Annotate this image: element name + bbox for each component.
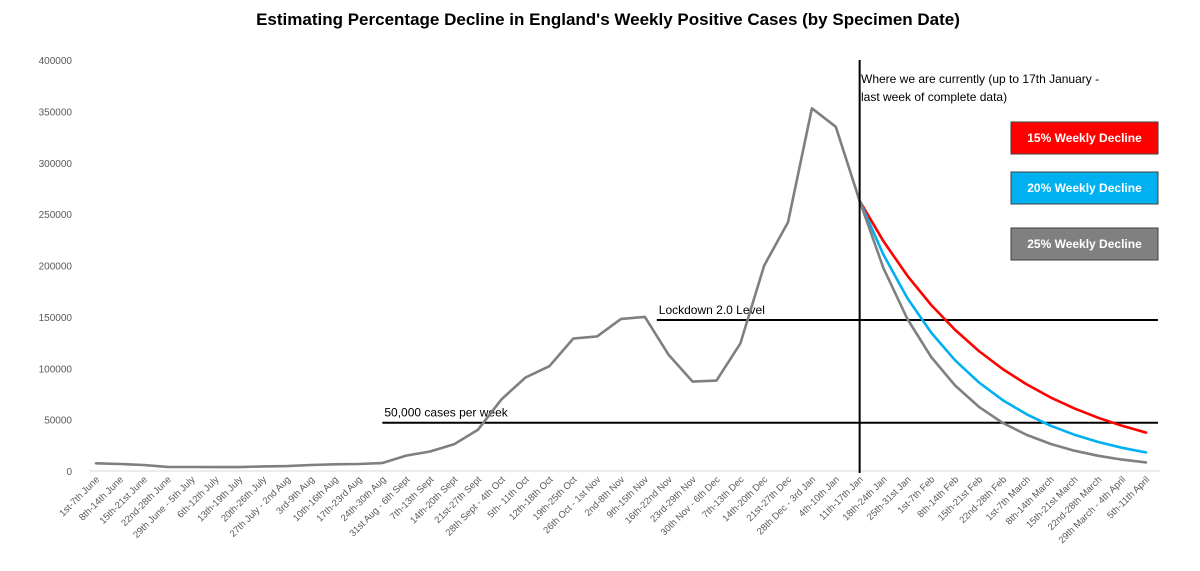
marker-label-line-1: Where we are currently (up to 17th Janua… bbox=[861, 72, 1099, 86]
legend-label: 25% Weekly Decline bbox=[1027, 237, 1142, 251]
reference-lines: Lockdown 2.0 Level 50,000 cases per week bbox=[382, 303, 1158, 424]
series-line bbox=[858, 199, 1148, 454]
y-tick-label: 350000 bbox=[39, 107, 73, 118]
legend-swatch bbox=[1010, 171, 1159, 205]
legend-swatch bbox=[1010, 227, 1159, 261]
series-line bbox=[858, 199, 1148, 464]
y-tick-label: 200000 bbox=[39, 262, 73, 273]
y-tick-label: 150000 bbox=[39, 313, 73, 324]
current-marker: Where we are currently (up to 17th Janua… bbox=[858, 60, 1099, 473]
y-tick-label: 400000 bbox=[39, 56, 73, 67]
y-tick-label: 50000 bbox=[44, 416, 72, 427]
marker-label-line-2: last week of complete data) bbox=[861, 90, 1007, 104]
reference-line-label: 50,000 cases per week bbox=[384, 406, 508, 420]
y-tick-label: 100000 bbox=[39, 364, 73, 375]
legend: 15% Weekly Decline 20% Weekly Decline 25% … bbox=[1010, 121, 1159, 261]
legend-swatch bbox=[1010, 121, 1159, 155]
legend-label: 15% Weekly Decline bbox=[1027, 131, 1142, 145]
legend-label: 20% Weekly Decline bbox=[1027, 181, 1142, 195]
series-line bbox=[858, 199, 1148, 434]
series-line bbox=[94, 107, 861, 469]
y-tick-label: 0 bbox=[66, 467, 72, 478]
reference-line-label: Lockdown 2.0 Level bbox=[659, 303, 765, 317]
series-lines bbox=[94, 107, 1148, 469]
y-tick-label: 250000 bbox=[39, 210, 73, 221]
y-tick-label: 300000 bbox=[39, 159, 73, 170]
y-axis: 0 50000 100000 150000 200000 250000 300000 3500… bbox=[39, 56, 73, 478]
chart-title: Estimating Percentage Decline in England… bbox=[256, 10, 960, 29]
